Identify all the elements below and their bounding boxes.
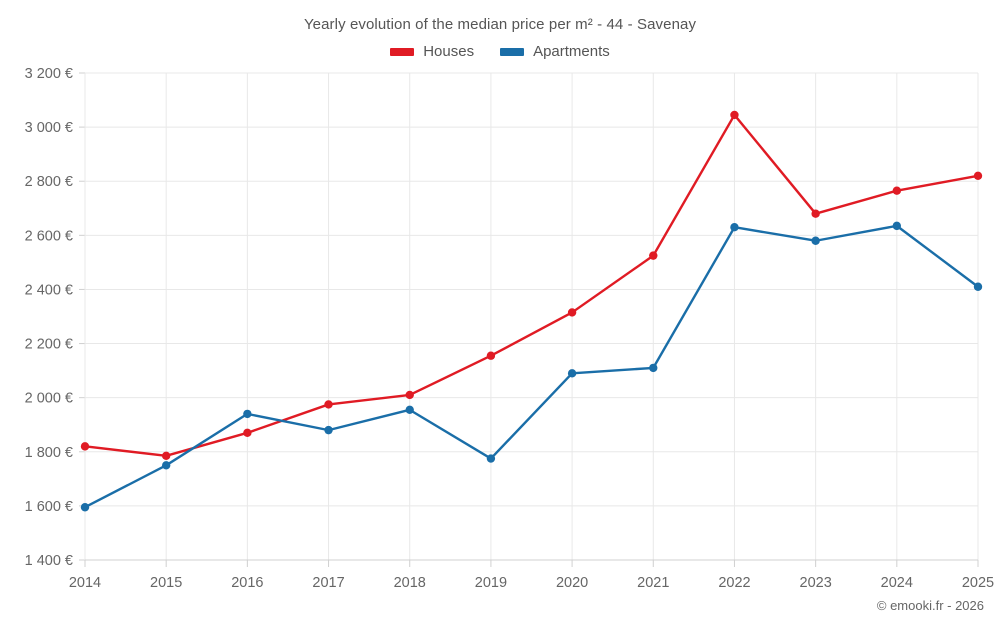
series-line-apartments xyxy=(83,224,980,509)
legend-label-apartments: Apartments xyxy=(533,43,610,60)
data-point-apartments[interactable] xyxy=(243,409,252,419)
data-point-houses[interactable] xyxy=(324,400,333,409)
y-axis-label: 3 200 € xyxy=(25,66,73,82)
data-point-apartments[interactable] xyxy=(405,405,414,415)
y-axis-label: 2 600 € xyxy=(25,228,73,244)
x-axis-label: 2022 xyxy=(718,575,750,591)
x-axis-label: 2014 xyxy=(69,575,101,591)
data-point-houses[interactable] xyxy=(892,186,902,195)
y-axis-label: 1 600 € xyxy=(25,499,73,515)
data-point-houses[interactable] xyxy=(80,442,90,451)
x-axis-label: 2017 xyxy=(312,575,344,591)
chart-title: Yearly evolution of the median price per… xyxy=(303,16,697,33)
data-point-apartments[interactable] xyxy=(324,425,333,435)
legend-swatch-apartments xyxy=(500,47,525,56)
x-axis-label: 2018 xyxy=(394,575,426,591)
y-axis-label: 2 400 € xyxy=(25,282,73,298)
data-point-apartments[interactable] xyxy=(730,223,739,232)
x-axis-label: 2019 xyxy=(475,575,507,591)
data-point-houses[interactable] xyxy=(405,390,414,400)
series-line-houses xyxy=(83,113,980,458)
data-point-apartments[interactable] xyxy=(892,221,902,231)
x-axis-label: 2016 xyxy=(231,575,263,591)
legend-swatch-houses xyxy=(390,47,415,56)
data-point-apartments[interactable] xyxy=(80,503,90,512)
data-point-apartments[interactable] xyxy=(567,369,577,378)
legend-item-houses[interactable]: Houses xyxy=(390,44,474,59)
x-axis-label: 2024 xyxy=(881,575,913,591)
y-axis-label: 3 000 € xyxy=(25,120,73,136)
chart-legend: Houses Apartments xyxy=(0,44,1000,59)
y-axis-label: 1 400 € xyxy=(25,553,73,569)
x-axis-label: 2023 xyxy=(800,575,832,591)
data-point-houses[interactable] xyxy=(730,110,739,120)
data-point-houses[interactable] xyxy=(486,351,496,360)
data-point-apartments[interactable] xyxy=(811,236,820,245)
footer-credit: © emooki.fr - 2026 xyxy=(876,598,984,613)
data-point-apartments[interactable] xyxy=(486,454,496,463)
data-point-houses[interactable] xyxy=(811,209,820,218)
x-axis-label: 2020 xyxy=(556,575,588,591)
data-point-houses[interactable] xyxy=(649,251,658,260)
x-axis-label: 2021 xyxy=(637,575,669,591)
x-axis-label: 2015 xyxy=(150,575,182,591)
legend-label-houses: Houses xyxy=(423,43,475,60)
data-point-houses[interactable] xyxy=(973,171,983,181)
data-point-apartments[interactable] xyxy=(161,461,171,470)
data-point-apartments[interactable] xyxy=(649,363,658,373)
y-axis-label: 1 800 € xyxy=(25,445,73,461)
data-point-houses[interactable] xyxy=(161,451,171,461)
x-axis-label: 2025 xyxy=(962,575,994,591)
data-point-apartments[interactable] xyxy=(973,282,983,291)
data-point-houses[interactable] xyxy=(243,428,252,438)
y-axis-label: 2 200 € xyxy=(25,337,73,353)
y-axis-label: 2 000 € xyxy=(25,391,73,407)
y-axis-label: 2 800 € xyxy=(25,174,73,190)
data-point-houses[interactable] xyxy=(567,308,577,317)
legend-item-apartments[interactable]: Apartments xyxy=(500,44,610,59)
